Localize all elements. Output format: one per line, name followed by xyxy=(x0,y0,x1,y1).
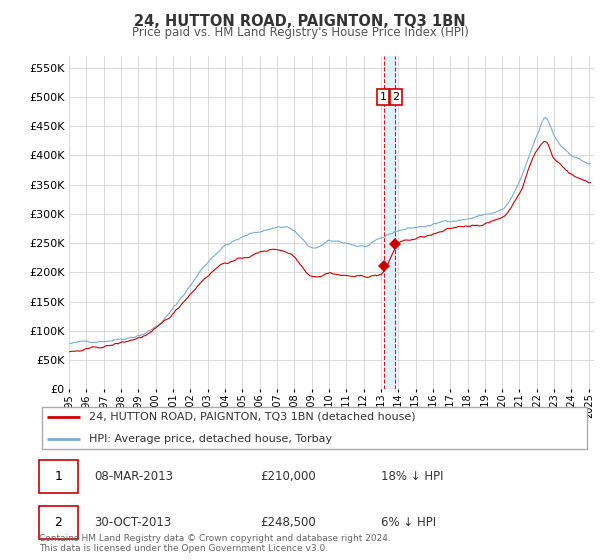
Text: 1: 1 xyxy=(55,470,62,483)
Text: 30-OCT-2013: 30-OCT-2013 xyxy=(94,516,172,529)
FancyBboxPatch shape xyxy=(39,460,77,493)
Text: 24, HUTTON ROAD, PAIGNTON, TQ3 1BN (detached house): 24, HUTTON ROAD, PAIGNTON, TQ3 1BN (deta… xyxy=(89,412,415,422)
FancyBboxPatch shape xyxy=(42,407,587,449)
Text: 18% ↓ HPI: 18% ↓ HPI xyxy=(381,470,444,483)
Text: 6% ↓ HPI: 6% ↓ HPI xyxy=(381,516,436,529)
Text: £210,000: £210,000 xyxy=(260,470,316,483)
FancyBboxPatch shape xyxy=(39,506,77,539)
Text: 1: 1 xyxy=(380,92,386,102)
Text: 2: 2 xyxy=(55,516,62,529)
Text: 08-MAR-2013: 08-MAR-2013 xyxy=(94,470,173,483)
Text: Price paid vs. HM Land Registry's House Price Index (HPI): Price paid vs. HM Land Registry's House … xyxy=(131,26,469,39)
Text: £248,500: £248,500 xyxy=(260,516,316,529)
Text: HPI: Average price, detached house, Torbay: HPI: Average price, detached house, Torb… xyxy=(89,434,332,444)
Text: Contains HM Land Registry data © Crown copyright and database right 2024.
This d: Contains HM Land Registry data © Crown c… xyxy=(39,534,391,553)
Bar xyxy=(384,56,395,389)
Text: 2: 2 xyxy=(392,92,400,102)
Text: 24, HUTTON ROAD, PAIGNTON, TQ3 1BN: 24, HUTTON ROAD, PAIGNTON, TQ3 1BN xyxy=(134,14,466,29)
